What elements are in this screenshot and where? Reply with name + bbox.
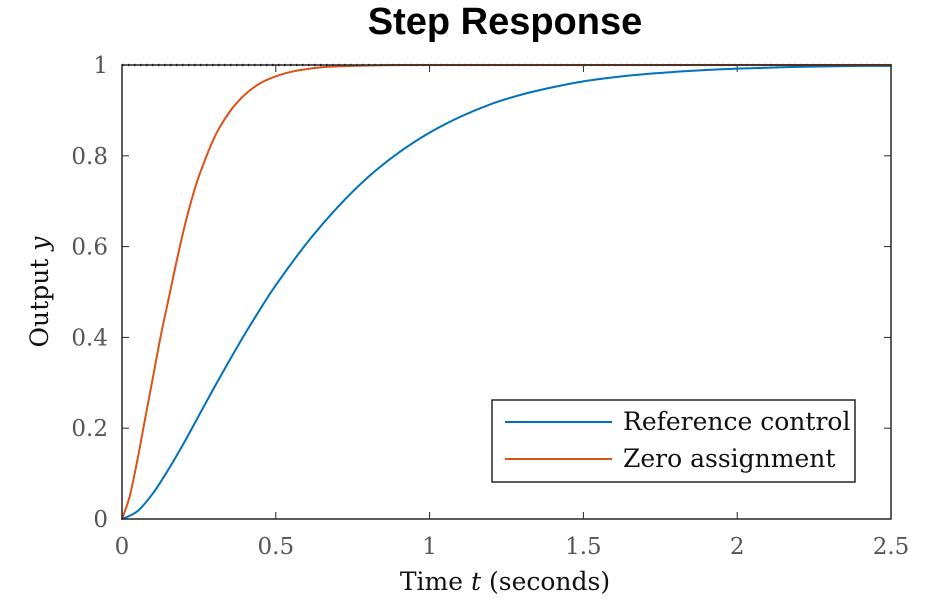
y-tick-label: 0.2 — [71, 416, 108, 442]
chart-title: Step Response — [368, 1, 643, 43]
y-tick-label: 0.6 — [71, 235, 108, 261]
legend: Reference control Zero assignment — [491, 399, 856, 483]
plot-frame — [121, 64, 892, 520]
x-axis-label: Time t (seconds) — [400, 567, 610, 596]
y-tick-label: 0 — [93, 507, 108, 533]
x-tick-label: 2 — [730, 534, 745, 560]
legend-label-reference-control: Reference control — [623, 407, 850, 436]
legend-label-zero-assignment: Zero assignment — [623, 444, 835, 473]
legend-box — [491, 399, 856, 483]
y-tick-label: 0.8 — [71, 144, 108, 170]
series-line-reference-control — [121, 64, 892, 520]
x-tick-label: 0 — [115, 534, 130, 560]
x-tick-label: 2.5 — [873, 534, 910, 560]
x-tick-label: 1.5 — [565, 534, 602, 560]
axis-ticks: 0 0.5 1 1.5 2 2.5 0 0.2 0.4 0.6 0.8 1 — [71, 53, 909, 560]
x-tick-label: 0.5 — [258, 534, 295, 560]
y-tick-label: 1 — [93, 53, 108, 79]
y-tick-label: 0.4 — [71, 325, 108, 351]
y-axis-label: Output y — [25, 236, 54, 348]
x-tick-label: 1 — [422, 534, 437, 560]
